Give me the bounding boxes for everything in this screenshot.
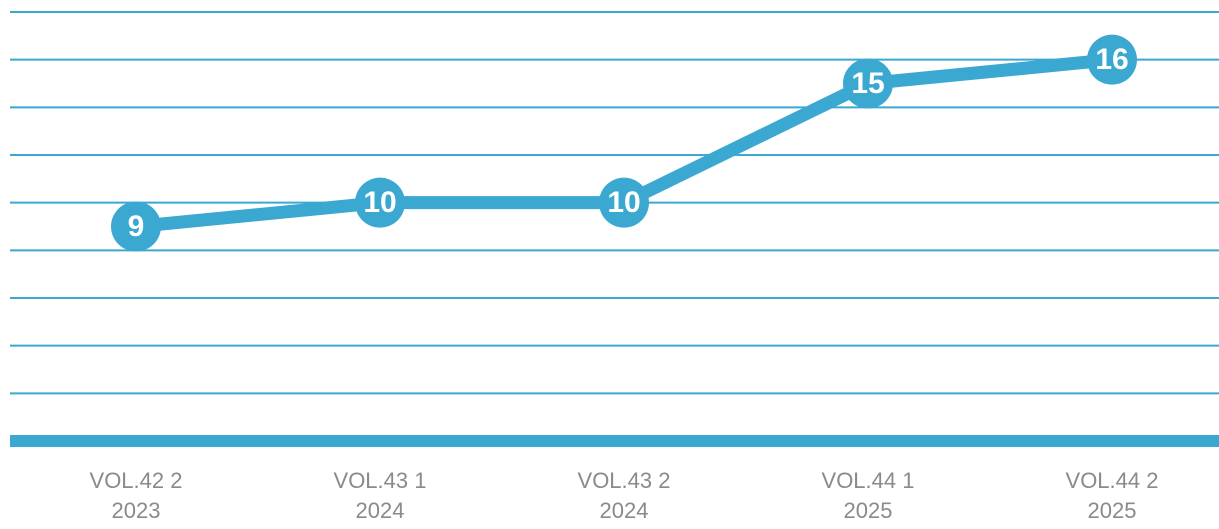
x-tick-label: VOL.44 1 2025 <box>821 468 915 523</box>
x-tick-label: VOL.43 1 2024 <box>333 468 427 523</box>
data-label: 10 <box>363 186 396 219</box>
data-label: 16 <box>1095 43 1128 76</box>
x-tick-label: VOL.44 2 2025 <box>1065 468 1159 523</box>
point <box>1087 34 1137 85</box>
data-label: 9 <box>128 210 145 243</box>
data-label: 10 <box>607 186 640 219</box>
point <box>355 177 405 228</box>
data-label: 15 <box>851 67 884 100</box>
x-tick-label: VOL.42 2 2023 <box>89 468 183 523</box>
point <box>111 201 161 252</box>
x-tick-label: VOL.43 2 2024 <box>577 468 671 523</box>
point <box>843 58 893 109</box>
point <box>599 177 649 228</box>
